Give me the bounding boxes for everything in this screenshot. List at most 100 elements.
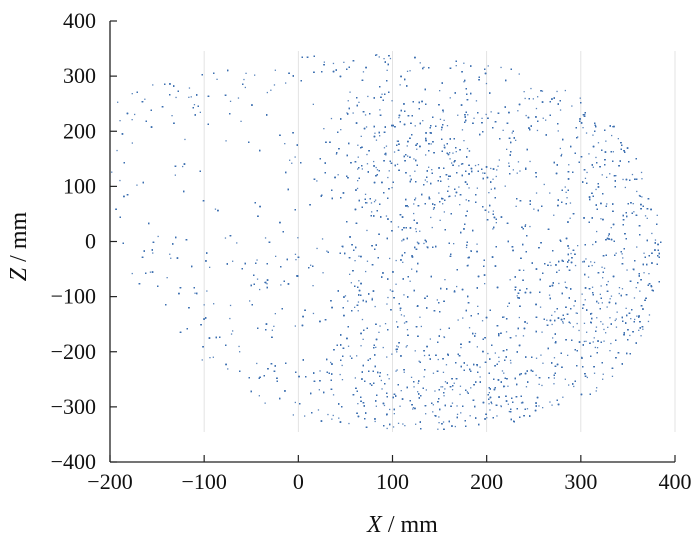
- scatter-point: [615, 252, 617, 254]
- scatter-point: [384, 323, 387, 325]
- scatter-point: [607, 326, 609, 328]
- scatter-point: [484, 283, 486, 285]
- scatter-point: [468, 150, 470, 152]
- scatter-point: [575, 312, 577, 314]
- scatter-point: [284, 143, 286, 145]
- scatter-point: [474, 164, 477, 167]
- scatter-point: [643, 272, 645, 274]
- scatter-point: [415, 230, 417, 233]
- scatter-point: [413, 212, 415, 215]
- scatter-point: [439, 219, 441, 221]
- scatter-point: [636, 246, 638, 248]
- scatter-point: [460, 163, 463, 165]
- scatter-point: [409, 175, 411, 177]
- scatter-point: [389, 57, 392, 60]
- scatter-point: [371, 297, 373, 300]
- scatter-point: [571, 105, 573, 107]
- scatter-point: [383, 58, 385, 60]
- scatter-point: [398, 117, 400, 119]
- scatter-point: [601, 174, 603, 176]
- scatter-point: [169, 253, 171, 255]
- scatter-point: [581, 293, 583, 295]
- scatter-point: [386, 356, 388, 358]
- scatter-point: [458, 186, 460, 188]
- scatter-point: [439, 328, 442, 331]
- scatter-point: [354, 377, 356, 379]
- scatter-point: [362, 71, 365, 73]
- scatter-point: [357, 403, 359, 405]
- scatter-point: [291, 162, 293, 164]
- scatter-point: [386, 427, 388, 430]
- scatter-point: [442, 203, 444, 205]
- scatter-point: [459, 204, 461, 206]
- scatter-point: [175, 96, 177, 99]
- scatter-point: [119, 179, 121, 182]
- scatter-point: [515, 205, 517, 207]
- scatter-point: [230, 333, 233, 335]
- scatter-point: [238, 345, 240, 348]
- scatter-point: [586, 171, 588, 174]
- scatter-point: [618, 292, 620, 295]
- scatter-point: [403, 322, 406, 324]
- scatter-point: [406, 345, 408, 347]
- scatter-point: [611, 375, 614, 377]
- scatter-point: [584, 299, 586, 301]
- scatter-point: [349, 91, 351, 93]
- scatter-point: [488, 392, 490, 394]
- scatter-point: [393, 151, 396, 153]
- scatter-point: [570, 252, 572, 255]
- scatter-point: [647, 320, 650, 323]
- scatter-point: [453, 382, 455, 384]
- scatter-point: [366, 260, 369, 262]
- scatter-point: [376, 169, 379, 171]
- scatter-point: [297, 237, 299, 239]
- scatter-point: [524, 97, 526, 100]
- scatter-point: [256, 259, 258, 261]
- scatter-point: [404, 425, 406, 427]
- scatter-point: [273, 84, 276, 86]
- scatter-point: [335, 153, 338, 155]
- scatter-point: [445, 364, 448, 366]
- scatter-point: [640, 335, 642, 337]
- scatter-point: [477, 305, 479, 307]
- scatter-point: [592, 243, 594, 246]
- scatter-point: [131, 119, 133, 121]
- scatter-point: [357, 310, 359, 312]
- scatter-point: [419, 230, 421, 232]
- scatter-point: [562, 321, 564, 323]
- scatter-point: [642, 328, 644, 330]
- scatter-point: [615, 175, 617, 177]
- scatter-point: [558, 269, 560, 271]
- scatter-point: [624, 186, 626, 189]
- scatter-point: [603, 340, 605, 342]
- scatter-point: [119, 120, 121, 122]
- scatter-point: [500, 405, 502, 407]
- scatter-point: [597, 302, 600, 304]
- scatter-point: [594, 346, 596, 349]
- scatter-point: [396, 321, 398, 323]
- scatter-point: [401, 240, 403, 242]
- scatter-point: [648, 314, 651, 316]
- scatter-point: [463, 140, 465, 142]
- scatter-point: [356, 355, 358, 357]
- scatter-point: [379, 325, 381, 327]
- scatter-point: [462, 317, 464, 319]
- scatter-point: [569, 202, 572, 204]
- scatter-point: [542, 362, 544, 364]
- scatter-point: [562, 396, 564, 398]
- scatter-point: [586, 331, 588, 333]
- scatter-point: [426, 246, 428, 248]
- scatter-point: [646, 217, 648, 219]
- scatter-point: [490, 167, 492, 170]
- scatter-point: [556, 90, 558, 93]
- scatter-point: [434, 415, 436, 417]
- scatter-point: [379, 135, 381, 137]
- scatter-point: [280, 284, 282, 286]
- scatter-point: [266, 283, 268, 285]
- scatter-point: [524, 224, 527, 226]
- scatter-point: [374, 305, 376, 308]
- scatter-point: [593, 261, 596, 264]
- scatter-point: [507, 385, 509, 387]
- scatter-point: [476, 187, 478, 189]
- scatter-point: [131, 142, 133, 144]
